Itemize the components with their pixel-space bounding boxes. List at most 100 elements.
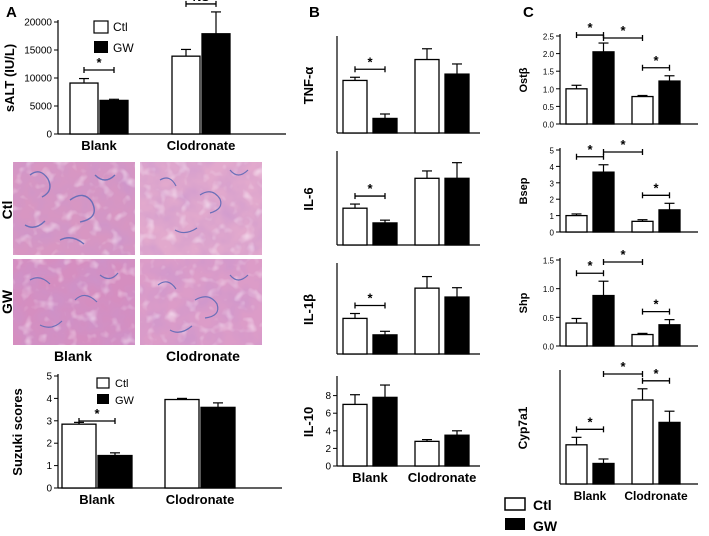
chart-il10: 0 2 4 6 8 IL-10 Blank Clodronate — [301, 376, 480, 485]
chart-il1b: IL-1β * — [301, 263, 480, 355]
legend-label-ctl: Ctl — [115, 378, 128, 390]
chart-salt: 0 5000 10000 15000 20000 sALT (IU/L) Blank Clod… — [2, 0, 286, 153]
chart-il6: IL-6 * — [301, 151, 480, 246]
y-tick-label: 5000 — [30, 102, 53, 113]
bar-ctl-blank — [342, 317, 368, 355]
significance-label: * — [587, 20, 593, 35]
bar-ctl-blank — [565, 444, 588, 485]
micrograph-grid — [13, 162, 262, 345]
bar-gw-clodronate — [658, 80, 681, 125]
category-label: Clodronate — [167, 138, 236, 153]
bar-ctl-blank — [342, 403, 368, 467]
significance-label: * — [587, 142, 593, 157]
y-axis-label: Cyp7a1 — [516, 406, 530, 449]
significance-label: * — [367, 54, 373, 69]
panel-label-b: B — [309, 4, 320, 21]
bar-ctl-clodronate — [631, 95, 654, 125]
y-axis-label: Bsep — [518, 177, 530, 204]
bar-ctl-blank — [565, 88, 588, 125]
y-axis-label: sALT (IU/L) — [2, 44, 17, 112]
y-tick-label: 0 — [46, 130, 52, 141]
y-tick-label: 2 — [325, 444, 331, 455]
bar-ctl-clodronate — [631, 399, 654, 485]
legend-swatch-gw — [505, 518, 525, 530]
bar-gw-blank — [372, 222, 398, 246]
bar-gw-blank — [99, 99, 129, 135]
significance-label: * — [94, 406, 100, 421]
micrograph-row-label-ctl: Ctl — [0, 201, 15, 220]
bar-gw-clodronate — [200, 406, 236, 489]
bar-ctl-clodronate — [414, 58, 440, 134]
bar-gw-blank — [97, 454, 133, 489]
significance-label: * — [620, 137, 626, 152]
micrograph-ctl-blank — [13, 162, 135, 255]
chart-shp: 0.0 0.5 1.0 1.5 Shp * * * — [518, 247, 698, 352]
significance-label: * — [620, 23, 626, 38]
y-tick-label: 0.5 — [543, 103, 555, 112]
chart-suzuki: 0 1 2 3 4 5 Suzuki scores Blank Clodronate * — [10, 372, 282, 507]
bar-gw-clodronate — [444, 296, 470, 355]
y-axis-label: IL-1β — [301, 294, 316, 325]
y-tick-label: 0 — [325, 462, 331, 473]
legend-swatch-gw — [94, 41, 108, 53]
y-tick-label: 5 — [46, 372, 52, 383]
y-axis-label: Ostβ — [518, 67, 530, 92]
significance-label: * — [653, 366, 659, 381]
y-axis-label: TNF-α — [301, 67, 316, 105]
significance-label: * — [587, 258, 593, 273]
legend-swatch-gw — [97, 394, 109, 404]
significance-label: * — [620, 247, 626, 262]
legend-swatch-ctl — [93, 20, 109, 34]
legend-label-gw: GW — [115, 395, 135, 407]
bar-ctl-blank — [342, 207, 368, 246]
bar-ctl-blank — [69, 82, 99, 135]
y-tick-label: 3 — [550, 179, 555, 188]
panel-label-c: C — [523, 4, 534, 21]
micrograph-gw-clodronate — [140, 259, 262, 345]
y-tick-label: 1.5 — [543, 68, 555, 77]
bar-gw-clodronate — [201, 33, 231, 135]
chart-bsep: 0 1 2 3 4 5 Bsep * * * — [518, 137, 698, 238]
significance-label: * — [96, 55, 102, 70]
y-axis-label: Suzuki scores — [10, 388, 25, 475]
y-tick-label: 1.5 — [543, 257, 555, 266]
bar-gw-blank — [592, 171, 615, 233]
legend-salt: Ctl GW — [93, 20, 134, 55]
category-label: Blank — [352, 470, 388, 485]
y-tick-label: 1.0 — [543, 85, 555, 94]
bar-ctl-blank — [61, 423, 97, 489]
category-label: Clodronate — [166, 492, 235, 507]
category-label: Blank — [81, 138, 117, 153]
significance-label: * — [653, 180, 659, 195]
chart-ostb: 0.0 0.5 1.0 1.5 2.0 2.5 Ostβ * * * — [518, 20, 698, 130]
y-tick-label: 10000 — [24, 74, 52, 85]
significance-label: NS — [193, 0, 210, 4]
y-tick-label: 2 — [550, 196, 555, 205]
y-tick-label: 6 — [325, 409, 331, 420]
bar-gw-clodronate — [658, 209, 681, 233]
y-tick-label: 4 — [550, 163, 555, 172]
legend-swatch-ctl — [504, 497, 526, 511]
legend-swatch-ctl — [96, 377, 110, 389]
micrograph-col-label-clodronate: Clodronate — [166, 348, 240, 364]
legend-label-ctl: Ctl — [533, 497, 552, 513]
y-tick-label: 5 — [550, 147, 555, 156]
bar-gw-blank — [592, 462, 615, 485]
category-label: Blank — [79, 492, 115, 507]
significance-label: * — [653, 53, 659, 68]
bar-ctl-clodronate — [414, 440, 440, 467]
bar-ctl-clodronate — [171, 55, 201, 135]
y-axis-label: IL-6 — [301, 187, 316, 210]
y-tick-label: 1 — [46, 461, 52, 472]
y-tick-label: 1.0 — [543, 285, 555, 294]
y-axis-label: IL-10 — [301, 407, 316, 437]
y-tick-label: 15000 — [24, 46, 52, 57]
y-tick-label: 8 — [325, 391, 331, 402]
significance-label: * — [367, 181, 373, 196]
panel-label-a: A — [6, 4, 17, 21]
micrograph-col-label-blank: Blank — [54, 348, 92, 364]
significance-label: * — [653, 297, 659, 312]
y-tick-label: 4 — [325, 426, 331, 437]
